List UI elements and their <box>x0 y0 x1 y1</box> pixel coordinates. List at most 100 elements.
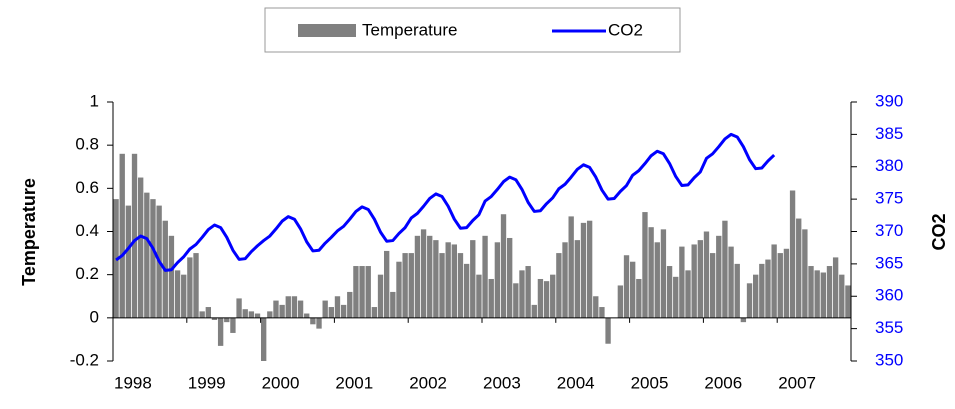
bar <box>556 253 562 318</box>
x-tick-label: 2005 <box>631 373 669 392</box>
bar <box>144 192 150 318</box>
bar <box>630 261 636 318</box>
legend-label: CO2 <box>608 20 643 39</box>
bar <box>291 296 298 318</box>
bar <box>211 317 218 320</box>
y2-axis-title: CO2 <box>929 213 949 250</box>
x-tick-label: 2003 <box>483 373 521 392</box>
bar <box>353 266 359 318</box>
bar <box>433 240 439 318</box>
bar <box>826 266 833 318</box>
bar <box>814 270 820 318</box>
bar <box>525 266 531 318</box>
bar <box>427 235 433 318</box>
bar <box>623 255 630 318</box>
bar <box>267 311 273 318</box>
bar <box>746 283 753 318</box>
legend-swatch <box>298 24 356 37</box>
bar <box>365 266 371 318</box>
y2-tick-label: 370 <box>875 221 903 240</box>
bar <box>304 313 310 318</box>
bar <box>445 242 451 318</box>
bar <box>531 304 537 318</box>
bar <box>384 250 390 318</box>
bar <box>654 242 660 318</box>
y2-tick-label: 355 <box>875 318 903 337</box>
bar <box>174 270 181 318</box>
bar <box>390 291 396 318</box>
bar <box>832 257 839 318</box>
x-tick-label: 2006 <box>704 373 742 392</box>
bar <box>574 240 580 318</box>
bar <box>279 304 285 318</box>
x-tick-label: 2001 <box>335 373 373 392</box>
bar <box>377 274 384 318</box>
y-tick-label: 0.4 <box>75 221 99 240</box>
bar <box>199 311 205 318</box>
bar <box>328 307 334 318</box>
bar <box>599 307 605 318</box>
bar <box>580 222 587 318</box>
bar <box>586 220 593 318</box>
y2-tick-label: 390 <box>875 91 903 110</box>
bar <box>519 270 525 318</box>
bar <box>740 317 747 323</box>
bar <box>716 235 722 318</box>
y-tick-label: 1 <box>90 91 99 110</box>
y-tick-label: 0.6 <box>75 178 99 197</box>
bar <box>125 205 132 318</box>
bar <box>839 274 845 318</box>
x-tick-label: 2007 <box>778 373 816 392</box>
bar <box>685 270 691 318</box>
y-axis-title: Temperature <box>19 178 39 286</box>
bar <box>334 296 341 318</box>
bar <box>340 304 347 318</box>
bar <box>666 266 673 318</box>
bar <box>648 227 654 318</box>
y-tick-label: 0.8 <box>75 135 99 154</box>
bar <box>488 278 494 318</box>
bar <box>660 229 667 318</box>
bar <box>642 212 648 318</box>
bar <box>494 242 501 318</box>
bar <box>297 300 304 318</box>
bar <box>593 296 599 318</box>
bar <box>457 253 464 318</box>
bar <box>789 190 796 318</box>
bar <box>562 242 568 318</box>
bar <box>359 266 365 318</box>
bar <box>820 272 826 318</box>
bar <box>722 220 728 318</box>
bar <box>697 240 703 318</box>
bar <box>507 237 513 318</box>
bar <box>181 274 187 318</box>
bar <box>205 307 211 318</box>
bar <box>636 278 642 318</box>
legend-label: Temperature <box>362 20 457 39</box>
bar <box>728 246 734 318</box>
y-tick-label: -0.2 <box>70 350 99 369</box>
bar <box>777 253 783 318</box>
y-tick-label: 0 <box>90 307 99 326</box>
bar <box>193 253 199 318</box>
bar <box>568 216 574 318</box>
bar <box>187 257 193 318</box>
x-tick-label: 2002 <box>409 373 447 392</box>
bar <box>408 253 414 318</box>
bar <box>242 309 248 318</box>
bar <box>285 296 291 318</box>
bar <box>248 311 255 318</box>
bar <box>439 253 445 318</box>
bar <box>550 274 556 318</box>
bar <box>703 231 710 318</box>
bar <box>605 317 611 344</box>
bar <box>796 218 802 318</box>
bar <box>371 307 378 318</box>
bar <box>500 214 507 318</box>
bar <box>402 253 408 318</box>
bar <box>845 285 851 318</box>
bar <box>150 199 156 318</box>
bar <box>617 285 624 318</box>
bar <box>261 317 267 361</box>
